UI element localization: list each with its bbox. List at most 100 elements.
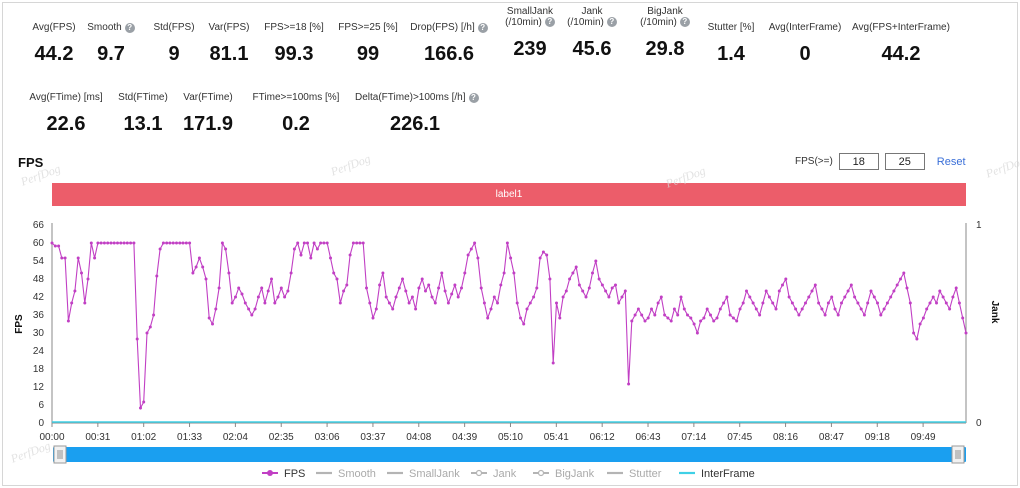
fps-point [928,301,932,305]
fps-point [869,289,873,293]
fps-point [666,316,670,320]
fps-point [774,307,778,311]
fps-point [263,301,267,305]
x-tick-label: 04:08 [406,432,431,443]
x-tick-label: 02:35 [269,432,294,443]
fps-point [165,241,169,245]
fps-point [892,289,896,293]
metric-label: Avg(FTime) [ms] [29,92,102,103]
help-icon[interactable]: ? [124,22,135,33]
fps-point [207,316,211,320]
x-tick-label: 07:14 [681,432,706,443]
fps-point [558,316,562,320]
y-tick-label: 18 [33,364,45,375]
fps-high-input[interactable] [884,153,925,170]
fps-point [859,307,863,311]
fps-point [381,271,385,275]
section-title: FPS [18,155,44,170]
fps-point [614,283,617,287]
metric-label: Avg(InterFrame) [769,22,842,33]
help-icon[interactable]: ? [606,17,617,28]
fps-point [129,241,133,245]
metric-label: Var(FTime) [183,92,232,103]
metric-label: Std(FTime) [118,92,168,103]
label-bar[interactable]: label1 [52,183,966,206]
fps-point [954,286,958,290]
fps-point [512,271,516,275]
fps-point [407,301,411,305]
reset-link[interactable]: Reset [936,155,966,168]
fps-point [633,313,637,317]
fps-point [745,289,748,293]
fps-point [355,241,359,245]
fps-point [135,337,139,341]
fps-point [175,241,178,245]
fps-point [617,301,621,305]
fps-point [440,271,444,275]
fps-point [384,295,388,299]
fps-point [430,295,434,299]
fps-point [256,295,260,299]
x-tick-label: 03:06 [315,432,340,443]
metric-label-text: Avg(InterFrame) [768,22,842,33]
metric-fps-18: FPS>=18 [%] 99.3 [234,17,354,66]
fps-point [574,265,578,269]
fps-point [106,241,110,245]
fps-point [836,313,840,317]
y-tick-label: 6 [38,400,44,411]
metric-value: 22.6 [46,113,86,135]
fps-point [941,295,945,299]
legend-label-smalljank: SmallJank [409,468,460,480]
help-icon[interactable]: ? [679,17,690,28]
help-icon[interactable]: ? [477,22,488,33]
fps-point [581,289,585,293]
metric-label-text: FPS>=18 [%] [264,22,324,33]
fps-point [935,301,938,305]
x-tick-label: 00:31 [85,432,110,443]
fps-point [489,307,493,311]
x-tick-label: 06:12 [590,432,615,443]
fps-point [374,307,378,311]
fps-point [342,289,346,293]
metric-label: Std(FPS) [153,22,194,33]
time-range-slider[interactable] [53,447,966,462]
fps-point [650,307,653,311]
y2-axis-label: Jank [989,301,1000,324]
help-icon[interactable]: ? [468,92,479,103]
fps-low-input[interactable] [838,153,879,170]
fps-point [270,277,273,281]
fps-point [148,325,152,329]
help-icon[interactable]: ? [544,17,555,28]
y-tick-label: 36 [33,310,45,321]
fps-point [659,295,663,299]
fps-point [584,295,588,299]
fps-point [312,241,316,245]
fps-point [636,307,640,311]
metric-avg-fps-interframe: Avg(FPS+InterFrame) 44.2 [841,17,961,66]
legend-label-stutter: Stutter [629,468,662,480]
fps-point [463,271,467,275]
fps-point [630,319,634,323]
fps-point [905,286,909,290]
metric-value: 29.8 [645,38,685,60]
fps-point [361,241,365,245]
fps-point [646,316,650,320]
fps-point [587,286,591,290]
fps-point [623,289,627,293]
metric-value: 1.4 [717,43,745,65]
x-tick-label: 02:04 [223,432,248,443]
metric-label: BigJank (/10min)? [640,6,690,28]
fps-point [505,241,509,245]
metric-avg-fps: Avg(FPS) 44.2 [0,17,114,66]
fps-point [394,295,398,299]
fps-point [351,241,355,245]
fps-point [948,307,952,311]
fps-point [132,241,136,245]
fps-point [931,295,935,299]
metric-label-text: Avg(FPS+InterFrame) [852,22,950,33]
metric-label-unit: (/10min) [567,17,604,28]
fps-point [201,265,205,269]
metric-avg-ftime-ms: Avg(FTime) [ms] 22.6 [6,87,126,136]
x-tick-label: 00:00 [39,432,64,443]
fps-point [253,307,257,311]
